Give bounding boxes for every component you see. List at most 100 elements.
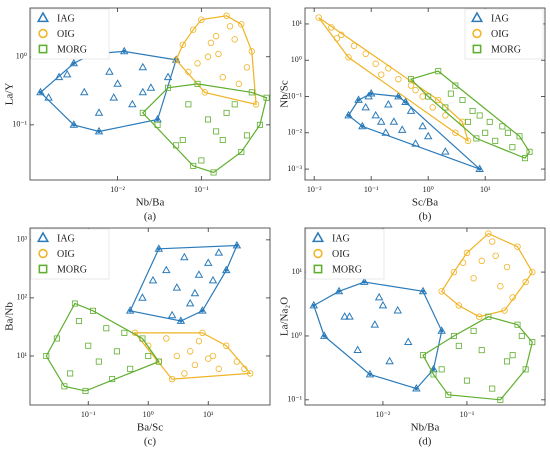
triangle-marker bbox=[171, 55, 181, 63]
triangle-marker bbox=[36, 87, 45, 96]
hull-vertex bbox=[157, 247, 161, 251]
square-marker bbox=[469, 107, 476, 114]
square-marker bbox=[109, 376, 116, 383]
circle-marker bbox=[204, 53, 212, 60]
circle-marker bbox=[215, 50, 222, 58]
square-marker bbox=[463, 377, 470, 384]
circle-marker bbox=[313, 248, 323, 259]
circle-marker bbox=[168, 375, 176, 383]
x-tick-label: 10⁻¹ bbox=[460, 410, 475, 419]
square-marker bbox=[113, 348, 120, 355]
triangle-marker bbox=[62, 69, 72, 78]
triangle-marker bbox=[371, 110, 380, 119]
x-axis-label: Nb/Ba bbox=[136, 197, 165, 209]
triangle-marker bbox=[167, 310, 177, 319]
hull-vertex bbox=[179, 319, 183, 323]
circle-marker bbox=[328, 24, 335, 31]
circle-marker bbox=[172, 56, 180, 64]
circle-marker bbox=[492, 252, 499, 259]
x-axis-label: Nb/Ba bbox=[411, 422, 440, 434]
square-marker bbox=[238, 148, 245, 155]
legend-label: OIG bbox=[332, 249, 350, 260]
circle-marker bbox=[205, 355, 212, 362]
circle-marker bbox=[464, 137, 472, 145]
triangle-marker bbox=[411, 139, 420, 147]
legend-label: MORG bbox=[57, 44, 87, 55]
triangle-marker bbox=[319, 331, 329, 339]
circle-marker bbox=[472, 28, 482, 39]
circle-marker bbox=[207, 39, 215, 47]
circle-marker bbox=[223, 342, 230, 349]
square-marker bbox=[470, 327, 477, 334]
hull-vertex bbox=[312, 303, 316, 308]
triangle-marker bbox=[125, 306, 135, 314]
square-marker bbox=[219, 136, 226, 143]
square-marker bbox=[518, 332, 525, 339]
circle-marker bbox=[191, 361, 199, 369]
square-marker bbox=[509, 352, 516, 359]
triangle-marker bbox=[437, 326, 446, 334]
square-marker bbox=[438, 366, 445, 373]
plot-area bbox=[43, 240, 254, 394]
triangle-marker bbox=[401, 97, 410, 106]
triangle-marker bbox=[80, 87, 89, 96]
square-marker bbox=[482, 129, 489, 136]
circle-marker bbox=[459, 259, 467, 266]
triangle-marker bbox=[384, 99, 393, 108]
circle-marker bbox=[452, 129, 459, 136]
square-marker bbox=[185, 101, 192, 108]
triangle-marker bbox=[475, 164, 484, 172]
plot-area bbox=[309, 230, 536, 403]
circle-marker bbox=[450, 268, 458, 276]
circle-marker bbox=[478, 257, 485, 265]
square-marker bbox=[514, 321, 521, 328]
circle-marker bbox=[246, 370, 254, 377]
legend-label: MORG bbox=[57, 264, 87, 275]
hull-vertex bbox=[414, 386, 418, 391]
x-tick-label: 10⁻¹ bbox=[194, 185, 209, 194]
circle-marker bbox=[378, 71, 385, 78]
hull-vertex bbox=[403, 100, 408, 104]
legend-label: MORG bbox=[332, 264, 362, 275]
triangle-marker bbox=[406, 106, 416, 114]
triangle-marker bbox=[138, 62, 148, 71]
square-marker bbox=[95, 358, 102, 365]
triangle-marker bbox=[344, 110, 353, 119]
square-marker bbox=[408, 76, 415, 83]
circle-marker bbox=[435, 96, 442, 104]
x-tick-label: 10⁰ bbox=[143, 410, 154, 419]
triangle-marker bbox=[113, 79, 122, 87]
triangle-marker bbox=[190, 288, 200, 297]
triangle-marker bbox=[203, 258, 213, 266]
axes-frame bbox=[29, 227, 271, 406]
square-marker bbox=[447, 90, 454, 97]
triangle-marker bbox=[154, 244, 164, 252]
circle-marker bbox=[179, 41, 186, 48]
circle-marker bbox=[163, 335, 170, 342]
hull-vertex bbox=[72, 61, 76, 65]
square-marker bbox=[509, 144, 516, 151]
circle-marker bbox=[429, 104, 436, 111]
hull-vertex bbox=[235, 243, 239, 248]
triangle-marker bbox=[105, 67, 114, 75]
triangle-marker bbox=[138, 293, 147, 301]
triangle-marker bbox=[389, 117, 399, 125]
legend-box bbox=[464, 8, 544, 60]
triangle-marker bbox=[381, 128, 390, 136]
circle-marker bbox=[252, 101, 260, 108]
triangle-marker bbox=[397, 125, 407, 133]
square-marker bbox=[430, 371, 437, 378]
triangle-marker bbox=[214, 248, 224, 256]
circle-marker bbox=[231, 36, 238, 43]
triangle-marker bbox=[119, 46, 129, 55]
square-marker bbox=[489, 385, 496, 392]
y-tick-label: 10⁰ bbox=[16, 52, 27, 61]
triangle-marker bbox=[403, 337, 413, 346]
square-marker bbox=[499, 123, 506, 130]
hull-vertex bbox=[122, 49, 126, 53]
square-marker bbox=[425, 93, 432, 100]
square-marker bbox=[61, 383, 68, 390]
square-marker bbox=[243, 132, 250, 139]
y-tick-label: 10³ bbox=[17, 235, 28, 244]
square-marker bbox=[455, 342, 462, 349]
